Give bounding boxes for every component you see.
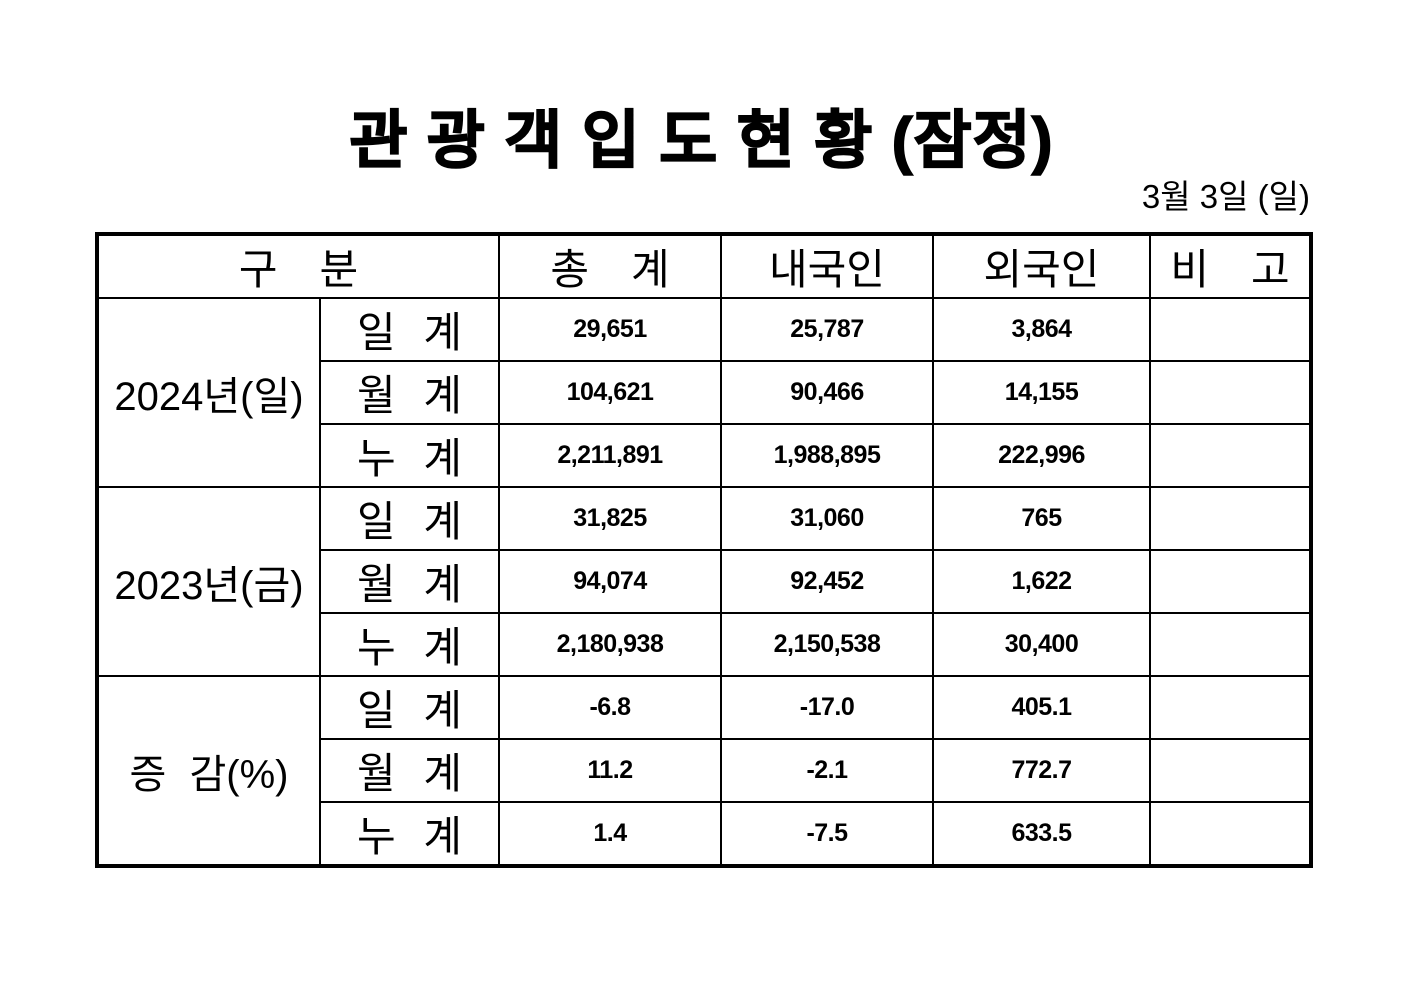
table-row: 증 감(%) 일 계 -6.8 -17.0 405.1 [96,675,1312,867]
cell-remarks [1149,297,1312,362]
value-foreign: 772.7 [932,738,1151,803]
row-label-cumulative: 누 계 [319,612,500,677]
value-foreign: 3,864 [932,297,1151,362]
cell-remarks [1149,423,1312,488]
table-row: 월 계 104,621 90,466 14,155 [97,360,1312,425]
value-foreign: 30,400 [932,612,1151,677]
value-foreign: 405.1 [932,675,1151,740]
value-domestic: 1,988,895 [720,423,934,488]
value-total: 94,074 [498,549,722,614]
value-domestic: 90,466 [720,360,934,425]
cell-remarks [1149,549,1312,614]
value-total: 2,180,938 [498,612,722,677]
value-total: 104,621 [498,360,722,425]
row-label-cumulative: 누 계 [319,423,500,488]
report-date: 3월 3일 (일) [1141,178,1310,215]
row-label-cumulative: 누 계 [319,801,500,867]
row-label-monthly: 월 계 [319,549,500,614]
value-domestic: 31,060 [720,486,934,551]
value-total: -6.8 [498,675,722,740]
group-label-change-percent: 증 감(%) [96,675,321,867]
value-foreign: 14,155 [932,360,1151,425]
table-row: 누 계 2,211,891 1,988,895 222,996 [97,423,1312,488]
table-row: 2023년(금) 일 계 31,825 31,060 765 [96,486,1312,677]
header-category: 구 분 [96,233,500,299]
group-label-2023: 2023년(금) [96,486,321,677]
table-row: 2024년(일) 일 계 29,651 25,787 3,864 [96,297,1312,488]
row-label-daily: 일 계 [319,486,500,551]
value-foreign: 222,996 [932,423,1151,488]
table-row: 월 계 11.2 -2.1 772.7 [97,738,1312,803]
value-domestic: -17.0 [720,675,934,740]
row-label-monthly: 월 계 [319,360,500,425]
value-domestic: 2,150,538 [720,612,934,677]
header-remarks: 비 고 [1149,233,1312,299]
value-total: 1.4 [498,801,722,867]
cell-remarks [1149,360,1312,425]
page-title: 관 광 객 입 도 현 황 (잠정) [349,105,1054,177]
value-total: 11.2 [498,738,722,803]
table-row: 월 계 94,074 92,452 1,622 [97,549,1312,614]
table-row: 누 계 1.4 -7.5 633.5 [97,801,1312,867]
value-domestic: -7.5 [720,801,934,867]
header-foreign: 외국인 [932,233,1151,299]
table-header-row: 구 분 총 계 내국인 외국인 비 고 [96,233,1312,299]
value-foreign: 765 [932,486,1151,551]
value-total: 31,825 [498,486,722,551]
row-label-daily: 일 계 [319,297,500,362]
header-total: 총 계 [498,233,722,299]
value-total: 29,651 [498,297,722,362]
value-domestic: -2.1 [720,738,934,803]
group-label-2024: 2024년(일) [96,297,321,488]
tourist-arrivals-table: 구 분 총 계 내국인 외국인 비 고 2024년(일) 일 계 29,651 … [95,232,1313,868]
cell-remarks [1149,675,1312,740]
value-total: 2,211,891 [498,423,722,488]
header-domestic: 내국인 [720,233,934,299]
cell-remarks [1149,801,1312,867]
cell-remarks [1149,738,1312,803]
value-foreign: 1,622 [932,549,1151,614]
value-foreign: 633.5 [932,801,1151,867]
row-label-daily: 일 계 [319,675,500,740]
table-row: 누 계 2,180,938 2,150,538 30,400 [97,612,1312,677]
cell-remarks [1149,486,1312,551]
value-domestic: 92,452 [720,549,934,614]
row-label-monthly: 월 계 [319,738,500,803]
value-domestic: 25,787 [720,297,934,362]
cell-remarks [1149,612,1312,677]
